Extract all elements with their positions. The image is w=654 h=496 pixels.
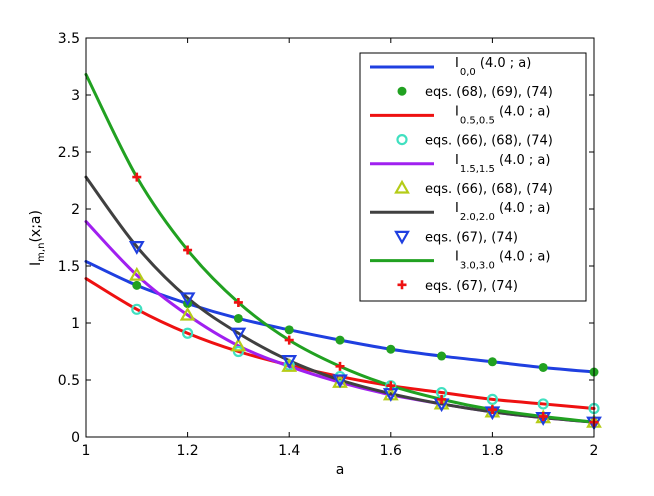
legend-label-sub: 3.0,3.0 [460, 261, 495, 272]
x-tick-label: 1.8 [481, 443, 503, 459]
data-point-triangle-down-4 [281, 355, 298, 369]
data-point-plus-5 [538, 411, 548, 421]
legend-marker-swatch [394, 179, 410, 194]
data-point-triangle-up-3 [179, 306, 196, 321]
legend-entry: eqs. (66), (68), (74) [396, 134, 553, 149]
data-point-triangle-up-3 [230, 337, 247, 352]
legend-label: I0,0 (4.0 ; a) [455, 56, 531, 78]
legend-entry: eqs. (67), (74) [397, 279, 518, 294]
y-tick-label: 0 [71, 430, 80, 446]
y-axis-label-suffix: (x;a) [28, 210, 44, 243]
data-point-dot-1 [335, 335, 345, 345]
legend-entry: I0.5,0.5 (4.0 ; a) [370, 104, 550, 126]
data-point-plus-5 [233, 297, 243, 307]
legend-label: I0.5,0.5 (4.0 ; a) [455, 104, 550, 126]
legend-entry: I3.0,3.0 (4.0 ; a) [370, 250, 550, 272]
legend-label-sub: 1.5,1.5 [460, 164, 495, 175]
data-point-circle-2 [232, 345, 244, 358]
y-axis-label-sub: m,n [36, 243, 47, 262]
x-axis-label: a [336, 462, 345, 478]
data-point-circle-2 [131, 303, 143, 315]
data-point-circle-2 [537, 398, 549, 410]
legend-label-base: I [455, 201, 459, 216]
legend-label-base: I [455, 56, 459, 71]
axes-frame [85, 37, 595, 438]
data-point-triangle-up-3 [128, 266, 145, 281]
legend-label: eqs. (68), (69), (74) [425, 85, 553, 100]
legend-label-sub: 2.0,2.0 [460, 212, 495, 223]
data-point-plus-5 [386, 381, 396, 391]
y-axis-label: Im,n(x;a) [28, 210, 47, 266]
legend-label-suffix: (4.0 ; a) [476, 56, 532, 71]
legend-label: I1.5,1.5 (4.0 ; a) [455, 153, 550, 175]
y-tick-label: 1.5 [58, 259, 80, 275]
legend-label-suffix: (4.0 ; a) [495, 153, 551, 168]
legend-label: eqs. (66), (68), (74) [425, 134, 553, 149]
legend-label-suffix: (4.0 ; a) [495, 104, 551, 119]
legend-marker-swatch [397, 280, 407, 290]
y-axis-label-base: I [28, 262, 44, 266]
legend-marker-swatch [394, 230, 410, 245]
data-point-circle-2 [182, 327, 194, 339]
data-point-triangle-down-4 [179, 292, 196, 307]
legend-label: eqs. (67), (74) [425, 279, 518, 294]
legend-label-suffix: (4.0 ; a) [495, 250, 551, 265]
legend-entry: eqs. (68), (69), (74) [397, 85, 553, 100]
data-point-dot-1 [487, 357, 497, 367]
data-point-dot-1 [284, 325, 294, 335]
x-tick-label: 1.4 [278, 443, 300, 459]
legend-marker-swatch [396, 134, 408, 146]
legend-label: I3.0,3.0 (4.0 ; a) [455, 250, 550, 272]
y-tick-label: 0.5 [58, 373, 80, 389]
legend-label-base: I [455, 153, 459, 168]
data-point-plus-5 [437, 394, 447, 404]
data-point-dot-1 [132, 280, 142, 290]
legend-label: eqs. (66), (68), (74) [425, 182, 553, 197]
legend-entry: eqs. (67), (74) [394, 230, 518, 245]
legend-label: eqs. (67), (74) [425, 230, 518, 245]
y-tick-label: 2.5 [58, 145, 80, 161]
y-tick-label: 1 [71, 316, 80, 332]
data-point-dot-1 [437, 351, 447, 361]
x-tick-label: 2 [590, 443, 599, 459]
legend: I0,0 (4.0 ; a)eqs. (68), (69), (74)I0.5,… [359, 52, 587, 302]
legend-label: I2.0,2.0 (4.0 ; a) [455, 201, 550, 223]
legend-label-base: I [455, 104, 459, 119]
data-point-triangle-down-4 [230, 327, 247, 342]
data-point-dot-1 [386, 344, 396, 354]
data-point-plus-5 [487, 405, 497, 415]
data-point-plus-5 [132, 172, 142, 182]
legend-label-suffix: (4.0 ; a) [495, 201, 551, 216]
data-point-dot-1 [538, 362, 548, 372]
legend-marker-swatch [397, 86, 407, 96]
data-point-plus-5 [335, 361, 345, 371]
data-point-triangle-down-4 [128, 241, 145, 255]
y-tick-label: 2 [71, 202, 80, 218]
legend-entry: I2.0,2.0 (4.0 ; a) [370, 201, 550, 223]
x-tick-label: 1.2 [176, 443, 198, 459]
data-point-plus-5 [183, 245, 193, 255]
y-tick-label: 3.5 [58, 31, 80, 47]
legend-label-base: I [455, 250, 459, 265]
legend-entry: I0,0 (4.0 ; a) [370, 56, 531, 78]
legend-entry: I1.5,1.5 (4.0 ; a) [370, 153, 550, 175]
data-point-triangle-down-4 [332, 374, 348, 389]
legend-entry: eqs. (66), (68), (74) [394, 179, 553, 197]
legend-label-sub: 0,0 [460, 67, 476, 78]
legend-label-sub: 0.5,0.5 [460, 115, 495, 126]
y-tick-label: 3 [71, 88, 80, 104]
x-tick-label: 1 [82, 443, 91, 459]
ticks-layer: 1 1.2 1.4 1.6 1.8 2 0 0.5 1 1.5 2 2.5 3 3.5 [58, 31, 599, 459]
data-point-triangle-up-3 [281, 358, 298, 372]
series-line-5 [84, 72, 596, 424]
data-point-plus-5 [284, 335, 294, 345]
data-point-dot-1 [233, 313, 243, 323]
x-tick-label: 1.6 [380, 443, 402, 459]
